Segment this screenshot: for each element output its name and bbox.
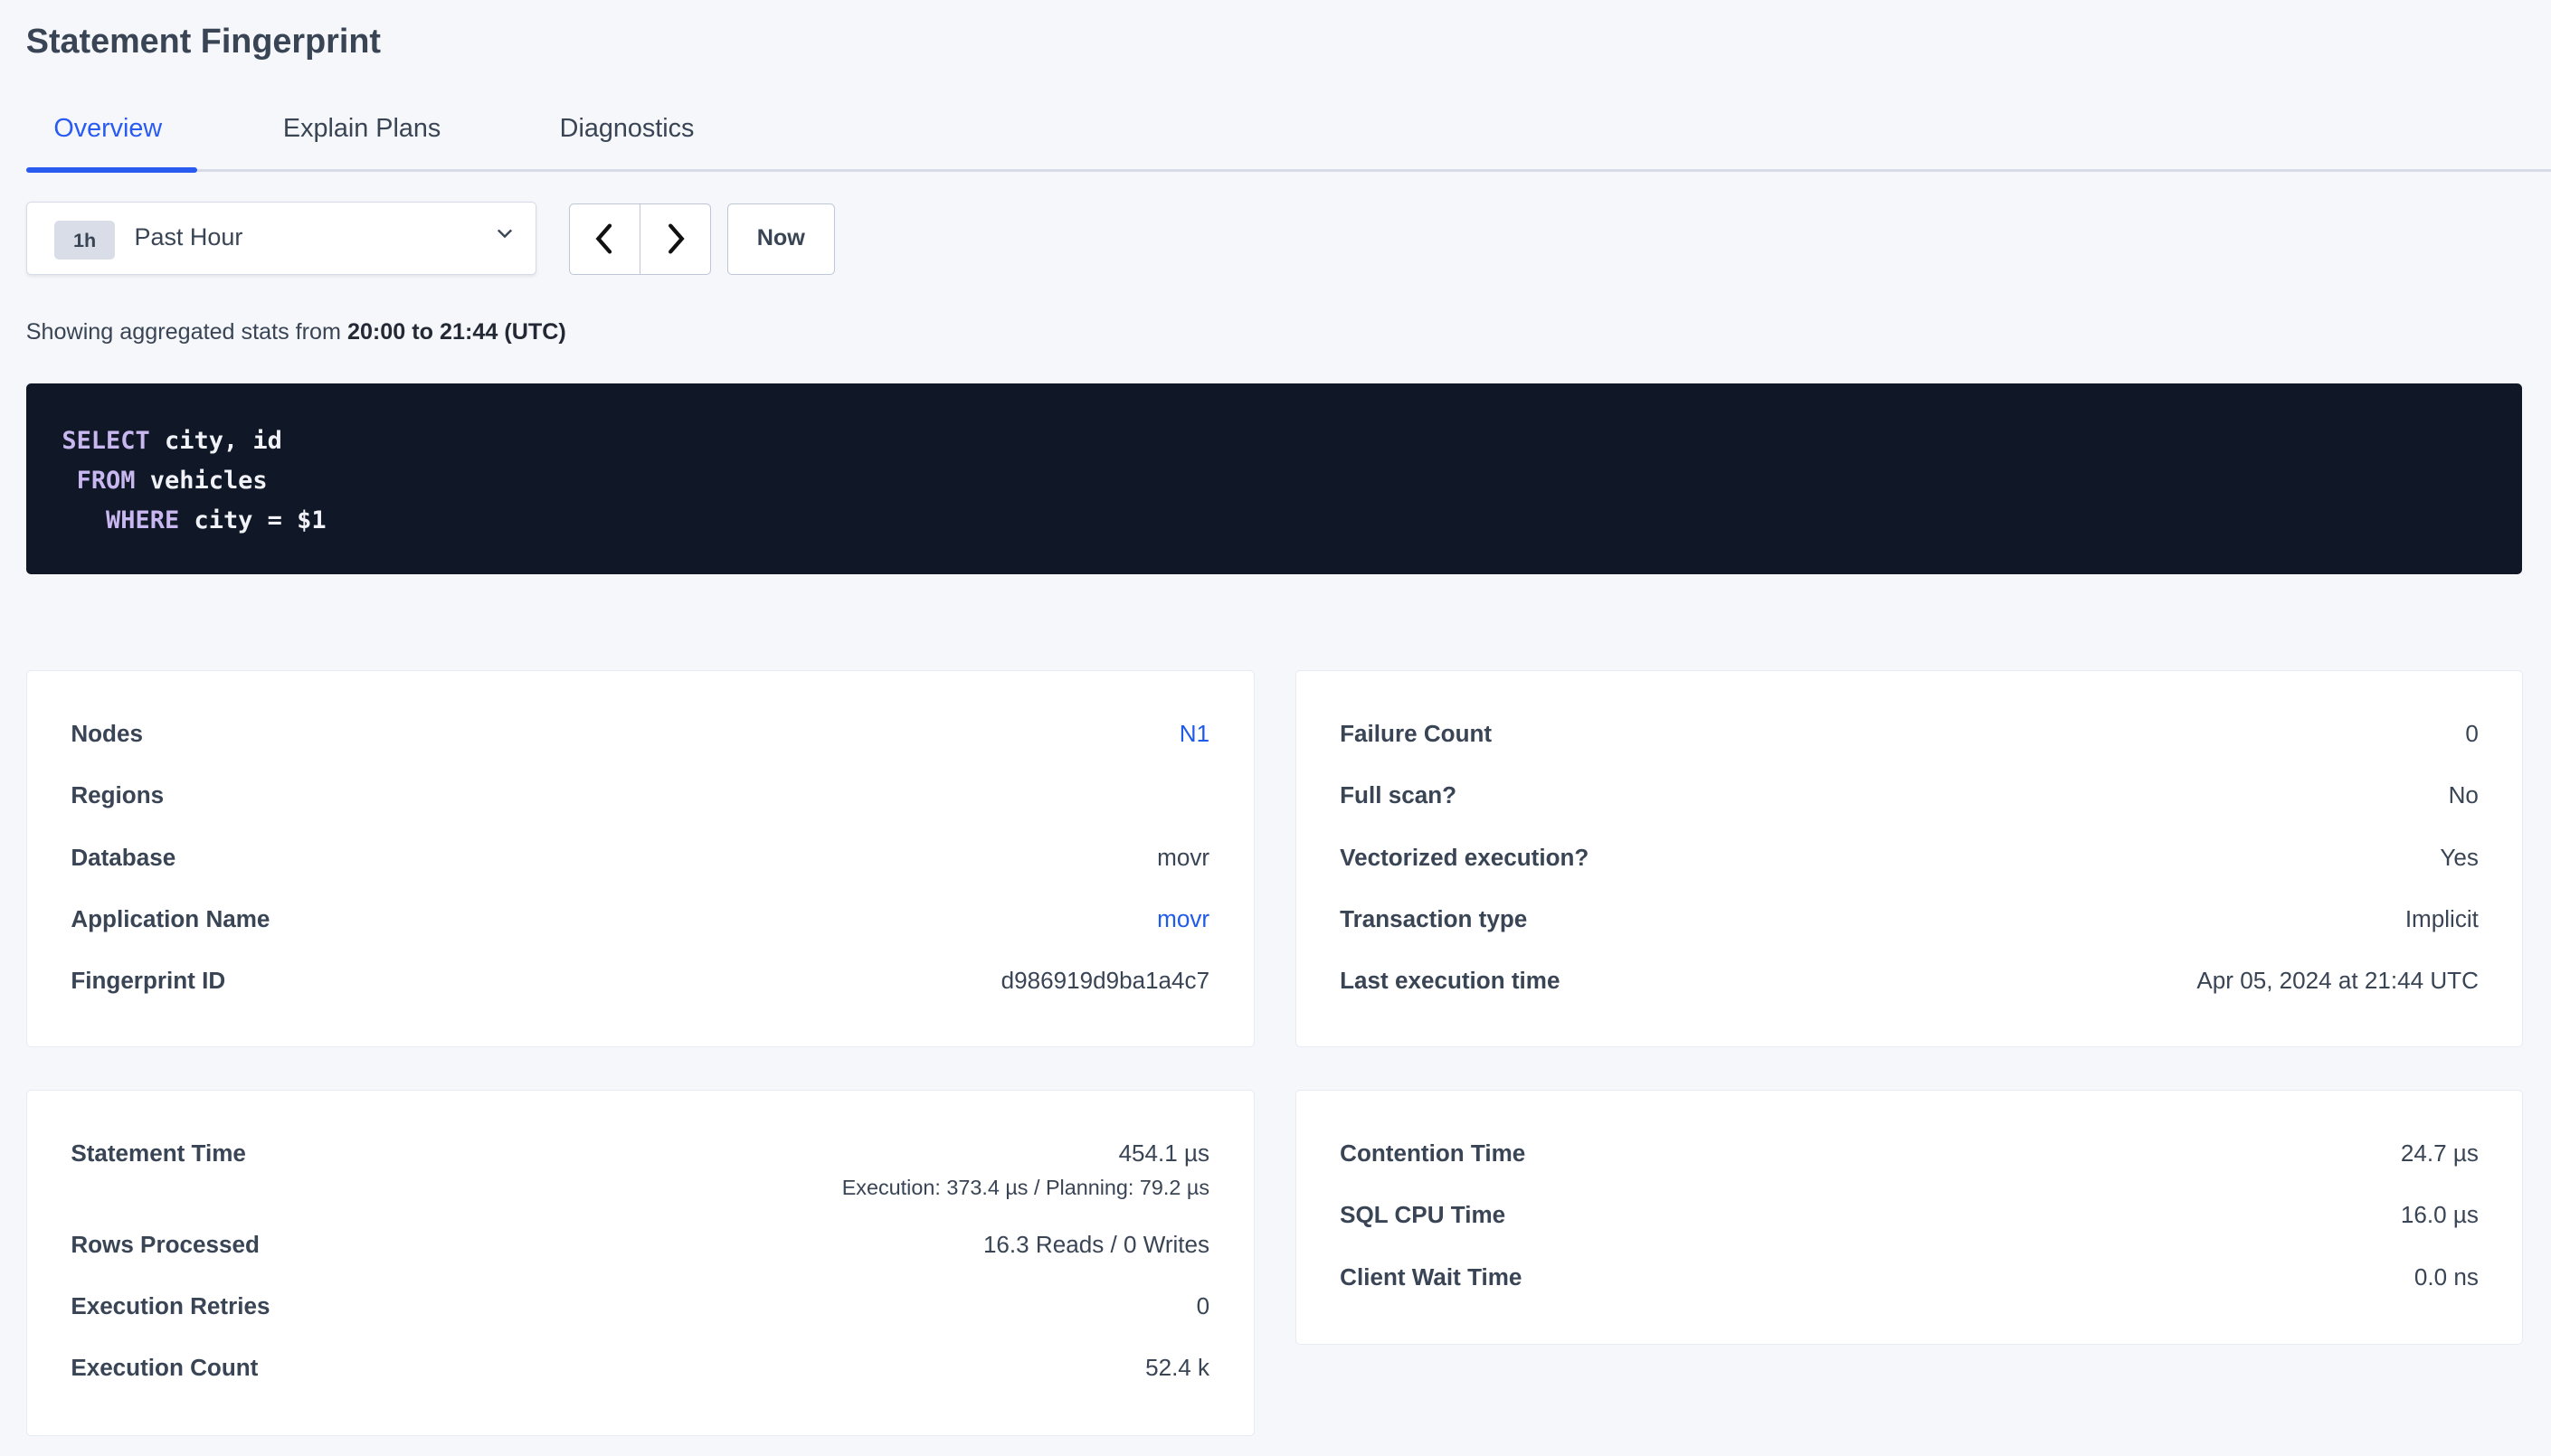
sql-line: SELECT city, id xyxy=(62,421,2486,461)
tab-explain-plans[interactable]: Explain Plans xyxy=(282,113,441,143)
next-button[interactable] xyxy=(640,203,710,274)
stats-prefix: Showing aggregated stats from xyxy=(25,318,347,345)
row-value: Yes xyxy=(2440,843,2479,871)
chevron-left-icon xyxy=(595,223,612,254)
row-value: d986919d9ba1a4c7 xyxy=(1000,967,1210,995)
time-range-select[interactable]: 1h Past Hour xyxy=(25,202,537,275)
row-value-link[interactable]: N1 xyxy=(1179,719,1210,747)
row-value: 0 xyxy=(2465,719,2479,747)
stats-card-right: Contention Time 24.7 µs SQL CPU Time 16.0 µ… xyxy=(1294,1089,2524,1346)
sql-statement: SELECT city, id FROM vehicles WHERE city… xyxy=(25,383,2522,574)
row-label: Contention Time xyxy=(1340,1139,1526,1167)
aggregated-stats-text: Showing aggregated stats from 20:00 to 2… xyxy=(26,319,566,345)
time-range-label: Past Hour xyxy=(134,223,243,251)
row-value: Implicit xyxy=(2404,904,2479,932)
row-label: Statement Time xyxy=(71,1139,246,1167)
page-title: Statement Fingerprint xyxy=(25,23,381,61)
chevron-right-icon xyxy=(669,223,685,254)
row-value: 16.0 µs xyxy=(2400,1201,2479,1229)
chevron-down-icon xyxy=(497,223,513,247)
row-value: 0.0 ns xyxy=(2413,1262,2479,1291)
stats-card-left: Statement Time 454.1 µs Execution: 373.4 µ… xyxy=(25,1089,1255,1437)
row-label: Vectorized execution? xyxy=(1340,843,1589,871)
row-label: Fingerprint ID xyxy=(71,967,226,995)
row-label: Execution Count xyxy=(71,1354,259,1382)
sql-text: vehicles xyxy=(135,466,268,495)
sql-text: city, id xyxy=(149,426,282,455)
row-value-link[interactable]: movr xyxy=(1157,904,1210,932)
row-label: SQL CPU Time xyxy=(1340,1201,1506,1229)
active-tab-indicator xyxy=(25,167,197,173)
time-nav-group xyxy=(569,203,711,275)
row-label: Regions xyxy=(71,781,165,809)
stats-range: 20:00 to 21:44 (UTC) xyxy=(346,318,566,345)
row-value: 52.4 k xyxy=(1145,1354,1210,1382)
row-label: Client Wait Time xyxy=(1340,1262,1522,1291)
row-label: Nodes xyxy=(71,719,143,747)
sql-text: city = $1 xyxy=(179,506,327,534)
row-value: 16.3 Reads / 0 Writes xyxy=(982,1230,1210,1258)
tab-overview[interactable]: Overview xyxy=(53,113,163,143)
tab-diagnostics[interactable]: Diagnostics xyxy=(559,113,695,143)
row-label: Full scan? xyxy=(1340,781,1457,809)
row-value: Apr 05, 2024 at 21:44 UTC xyxy=(2196,967,2479,995)
row-label: Database xyxy=(71,843,176,871)
row-subvalue: Execution: 373.4 µs / Planning: 79.2 µs xyxy=(841,1175,1210,1199)
row-label: Failure Count xyxy=(1340,719,1493,747)
row-label: Last execution time xyxy=(1340,967,1560,995)
row-label: Execution Retries xyxy=(71,1291,270,1319)
row-value: 454.1 µs xyxy=(1118,1139,1210,1167)
row-value: 0 xyxy=(1196,1291,1210,1319)
sql-keyword: WHERE xyxy=(106,506,180,534)
info-card-left: Nodes N1 Regions Database movr Application Na… xyxy=(25,669,1255,1048)
sql-keyword: FROM xyxy=(76,466,136,495)
previous-button[interactable] xyxy=(570,204,640,274)
sql-line: FROM vehicles xyxy=(62,461,2486,501)
row-label: Transaction type xyxy=(1340,904,1528,932)
now-button[interactable]: Now xyxy=(726,203,835,275)
row-value: 24.7 µs xyxy=(2400,1139,2479,1167)
row-label: Rows Processed xyxy=(71,1230,260,1258)
info-card-right: Failure Count 0 Full scan? No Vectorized exe… xyxy=(1294,669,2524,1048)
sql-line: WHERE city = $1 xyxy=(62,501,2486,541)
row-value: movr xyxy=(1157,843,1210,871)
time-range-badge: 1h xyxy=(54,220,115,260)
row-label: Application Name xyxy=(71,904,270,932)
row-value: No xyxy=(2448,781,2479,809)
sql-keyword: SELECT xyxy=(62,426,150,455)
tab-bar: Overview Explain Plans Diagnostics xyxy=(25,104,2551,173)
